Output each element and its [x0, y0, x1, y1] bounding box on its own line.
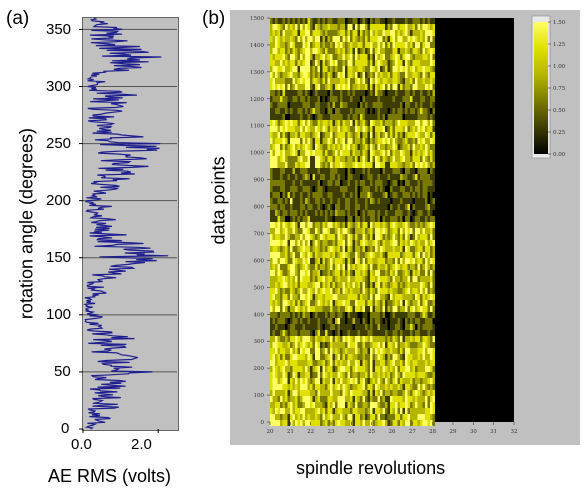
chart-b-xtick-label: 21	[287, 429, 294, 435]
chart-a-ytick: 200	[46, 192, 72, 209]
chart-b-x-axis-label: spindle revolutions	[296, 458, 446, 478]
chart-b-colorbar-tick-label: 0.75	[553, 86, 566, 92]
chart-b-colorbar-tick-label: 0.00	[553, 152, 566, 158]
panel-b-label: (b)	[202, 8, 226, 29]
chart-a-ytick: 50	[54, 363, 71, 380]
chart-b-ytick-label: 800	[254, 205, 265, 211]
chart-a-xtick: 2.0	[131, 436, 152, 453]
chart-b-ytick-label: 0	[261, 420, 265, 426]
chart-b-xtick-label: 28	[429, 429, 436, 435]
chart-a-ytick: 0	[61, 420, 70, 437]
chart-b-ytick-label: 300	[254, 339, 265, 345]
chart-b-colorbar	[534, 22, 548, 154]
chart-b-ytick-label: 1400	[250, 43, 264, 49]
chart-b-xtick-label: 29	[450, 429, 457, 435]
chart-b-xtick-label: 23	[328, 429, 335, 435]
chart-a-ytick: 100	[46, 306, 72, 323]
chart-b-heatmap-cells	[270, 18, 435, 426]
chart-b-colorbar-tick-label: 1.00	[553, 64, 566, 70]
chart-a-series-line	[82, 17, 169, 430]
chart-a-ytick: 300	[46, 78, 72, 95]
chart-b-colorbar-tick-label: 0.25	[553, 130, 566, 136]
chart-b-xtick-label: 25	[368, 429, 375, 435]
chart-b-ytick-label: 100	[254, 393, 265, 399]
chart-b-xtick-label: 30	[470, 429, 477, 435]
chart-b-xtick-label: 22	[307, 429, 314, 435]
chart-b-ytick-label: 1100	[250, 124, 264, 130]
chart-b-colorbar-tick-label: 0.50	[553, 108, 566, 114]
chart-b-ytick-label: 600	[254, 258, 265, 264]
chart-b-ytick-label: 1200	[250, 97, 264, 103]
chart-b-colorbar-tick-label: 1.25	[553, 42, 566, 48]
chart-a-ytick: 150	[46, 249, 72, 266]
chart-b-ytick-label: 200	[254, 366, 265, 372]
chart-b-y-axis-label: data points	[208, 156, 229, 245]
chart-b-ytick-label: 1500	[250, 16, 264, 22]
chart-a-xtick: 0.0	[71, 436, 92, 453]
chart-b-xtick-label: 32	[511, 429, 518, 435]
chart-b-ytick-label: 1000	[250, 151, 264, 157]
chart-a-ytick: 350	[46, 21, 72, 38]
chart-b-xtick-label: 27	[409, 429, 416, 435]
chart-b-ytick-label: 900	[254, 178, 265, 184]
chart-b-colorbar-tick-label: 1.50	[553, 20, 566, 26]
panel-a-label: (a)	[6, 8, 30, 29]
chart-a-x-axis-label: AE RMS (volts)	[48, 466, 172, 486]
chart-b-ytick-label: 400	[254, 312, 265, 318]
chart-b-xtick-label: 31	[490, 429, 497, 435]
chart-b-xtick-label: 24	[348, 429, 355, 435]
chart-b-ytick-label: 1300	[250, 70, 264, 76]
chart-b-ytick-label: 500	[254, 285, 265, 291]
chart-b-ytick-label: 700	[254, 231, 265, 237]
chart-b-xtick-label: 26	[389, 429, 396, 435]
chart-a-ytick: 250	[46, 135, 72, 152]
chart-b-xtick-label: 20	[267, 429, 274, 435]
